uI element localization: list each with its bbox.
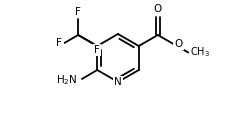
Text: F: F: [75, 7, 81, 17]
Text: N: N: [114, 77, 121, 87]
Text: CH$_3$: CH$_3$: [190, 46, 209, 59]
Text: O: O: [174, 39, 182, 49]
Text: H$_2$N: H$_2$N: [56, 73, 78, 87]
Text: F: F: [56, 38, 62, 48]
Text: O: O: [153, 4, 161, 14]
Text: F: F: [94, 45, 100, 55]
